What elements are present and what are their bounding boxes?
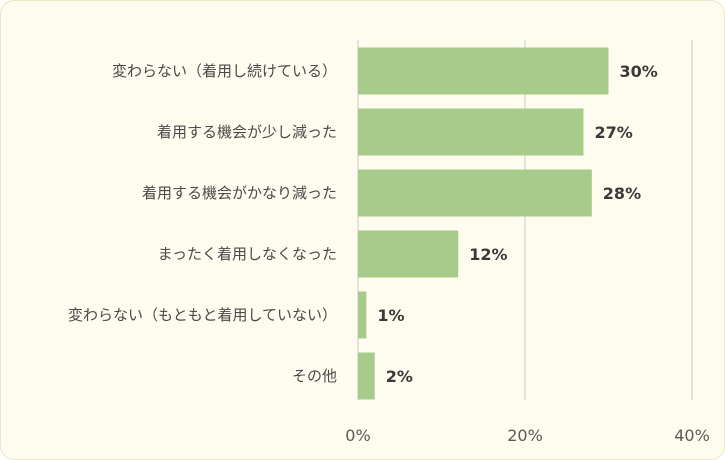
bar — [358, 169, 592, 217]
label-layer: 0% 20% 40% 変わらない（着用し続けている） 30% 着用する機会が少し減った 27… — [68, 62, 710, 445]
bar-layer — [358, 47, 609, 400]
category-label: 変わらない（着用し続けている） — [112, 62, 337, 80]
value-label: 12% — [469, 245, 507, 264]
bar — [358, 352, 375, 400]
value-label: 1% — [377, 306, 404, 325]
category-label: 着用する機会が少し減った — [157, 123, 337, 141]
bar — [358, 230, 459, 278]
x-tick-label: 40% — [674, 426, 710, 445]
bar — [358, 108, 584, 156]
value-label: 28% — [603, 184, 641, 203]
category-label: まったく着用しなくなった — [158, 245, 337, 263]
value-label: 27% — [594, 123, 632, 142]
bar — [358, 47, 609, 95]
x-tick-label: 0% — [345, 426, 370, 445]
category-label: その他 — [292, 367, 337, 385]
bar — [358, 291, 367, 339]
grid-layer — [357, 40, 693, 400]
value-label: 30% — [620, 62, 658, 81]
category-label: 着用する機会がかなり減った — [142, 184, 337, 202]
x-tick-label: 20% — [507, 426, 543, 445]
category-label: 変わらない（もともと着用していない） — [68, 306, 337, 324]
value-label: 2% — [386, 367, 413, 386]
